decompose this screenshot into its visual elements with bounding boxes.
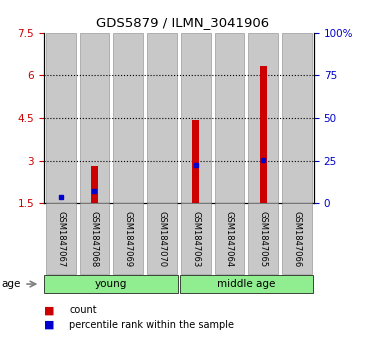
Bar — [45, 275, 178, 293]
Bar — [147, 203, 177, 274]
Bar — [91, 166, 98, 203]
Text: young: young — [95, 279, 127, 289]
Bar — [282, 203, 312, 274]
Bar — [80, 203, 109, 274]
Bar — [80, 33, 109, 203]
Text: GSM1847066: GSM1847066 — [292, 211, 301, 267]
Bar — [249, 33, 278, 203]
Text: GSM1847069: GSM1847069 — [124, 211, 133, 267]
Text: age: age — [2, 279, 21, 289]
Bar — [181, 203, 211, 274]
Text: GSM1847064: GSM1847064 — [225, 211, 234, 267]
Bar — [260, 66, 267, 203]
Text: ■: ■ — [44, 305, 54, 315]
Text: count: count — [69, 305, 97, 315]
Text: percentile rank within the sample: percentile rank within the sample — [69, 320, 234, 330]
Text: GSM1847065: GSM1847065 — [259, 211, 268, 267]
Text: GSM1847068: GSM1847068 — [90, 211, 99, 267]
Bar — [215, 203, 244, 274]
Text: GSM1847070: GSM1847070 — [157, 211, 166, 267]
Text: middle age: middle age — [217, 279, 276, 289]
Bar — [181, 33, 211, 203]
Bar — [46, 203, 76, 274]
Bar — [180, 275, 313, 293]
Bar — [249, 203, 278, 274]
Text: GSM1847063: GSM1847063 — [191, 211, 200, 267]
Bar — [46, 33, 76, 203]
Bar — [282, 33, 312, 203]
Text: GSM1847067: GSM1847067 — [56, 211, 65, 267]
Bar — [147, 33, 177, 203]
Bar — [114, 33, 143, 203]
Bar — [192, 120, 199, 203]
Text: GDS5879 / ILMN_3041906: GDS5879 / ILMN_3041906 — [96, 16, 269, 29]
Text: ■: ■ — [44, 320, 54, 330]
Bar — [215, 33, 244, 203]
Bar — [114, 203, 143, 274]
